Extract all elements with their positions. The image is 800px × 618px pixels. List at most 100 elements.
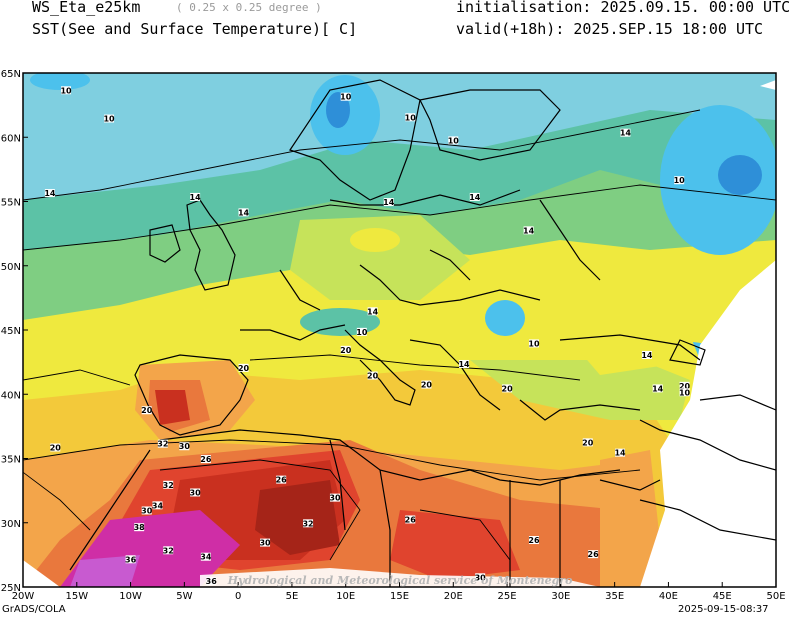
coastlines (69, 79, 776, 587)
contour-label: 14 (523, 226, 535, 235)
resolution-note: ( 0.25 x 0.25 degree ) (176, 1, 322, 14)
contour-label: 20 (502, 384, 514, 393)
contour-label-bg (152, 501, 163, 510)
contour-label-bg (200, 455, 211, 464)
contour-label-bg (163, 546, 174, 555)
model-name: WS_Eta_e25km (32, 0, 141, 16)
lon-tick-label: 30E (551, 591, 570, 602)
contour-label: 20 (340, 346, 352, 355)
contour-label-bg (134, 523, 145, 532)
contour-label: 10 (356, 328, 368, 337)
lon-tick-label: 35E (605, 591, 624, 602)
contour-label-bg (157, 439, 168, 448)
contour-label-bg (141, 506, 152, 515)
contour-label-bg (475, 573, 486, 582)
latitude-axis: 25N 30N 35N 40N 45N 50N 55N 60N 65N (1, 69, 28, 594)
lat-tick-label: 50N (1, 262, 21, 273)
contour-label-bg (523, 226, 534, 235)
contour-label: 36 (206, 577, 218, 586)
contour-label: 32 (163, 546, 174, 555)
contour-label-bg (421, 380, 432, 389)
contour-label: 20 (50, 444, 62, 453)
lon-tick-label: 10W (119, 591, 142, 602)
lat-tick-label: 25N (1, 583, 21, 594)
contour-label-bg (125, 555, 136, 564)
contour-label: 26 (405, 515, 417, 524)
contour-label-bg (190, 192, 201, 201)
lat-tick-label: 30N (1, 519, 21, 530)
contour-label-bg (459, 359, 470, 368)
contour-label: 10 (448, 136, 460, 145)
contour-label-bg (588, 550, 599, 559)
contour-label-bg (620, 128, 631, 137)
contour-label-bg (260, 538, 271, 547)
contour-label: 26 (200, 455, 212, 464)
lon-tick-label: 20E (444, 591, 463, 602)
contour-label-bg (329, 493, 340, 502)
contour-label-bg (206, 577, 217, 586)
contour-label-bg (679, 388, 690, 397)
contour-label: 30 (179, 442, 191, 451)
lon-tick-label: 10E (336, 591, 355, 602)
contour-label-bg (340, 345, 351, 354)
contour-label-bg (163, 480, 174, 489)
contour-label-bg (405, 113, 416, 122)
lon-tick-label: 5E (286, 591, 299, 602)
contour-label-bg (340, 92, 351, 101)
contour-label: 30 (329, 494, 341, 503)
contour-label-bg (367, 371, 378, 380)
contour-label-bg (190, 488, 201, 497)
no-data-area (640, 260, 776, 587)
contour-label: 30 (475, 573, 487, 582)
contour-label-bg (679, 381, 690, 390)
contour-label: 14 (620, 129, 632, 138)
contour-label: 10 (405, 113, 417, 122)
contour-label-bg (238, 363, 249, 372)
contour-label: 14 (383, 198, 395, 207)
contour-label-bg (528, 536, 539, 545)
contour-label: 10 (528, 339, 540, 348)
contour-label: 10 (340, 93, 352, 102)
contour-label-bg (674, 176, 685, 185)
lon-tick-label: 45E (713, 591, 732, 602)
contour-label: 14 (44, 189, 56, 198)
contour-label: 20 (238, 364, 250, 373)
contour-label-bg (641, 350, 652, 359)
lat-tick-label: 65N (1, 69, 21, 80)
contour-label: 34 (200, 553, 212, 562)
contour-label: 14 (190, 193, 202, 202)
contour-label: 20 (141, 406, 153, 415)
lon-tick-label: 15W (65, 591, 88, 602)
contour-label-bg (141, 406, 152, 415)
contour-label-bg (383, 198, 394, 207)
init-time: initialisation: 2025.09.15. 00:00 UTC (456, 0, 791, 16)
contour-label: 10 (60, 86, 72, 95)
contour-label-bg (528, 339, 539, 348)
lat-tick-label: 60N (1, 133, 21, 144)
contour-label-bg (356, 327, 367, 336)
contour-label-bg (405, 515, 416, 524)
contour-label: 20 (679, 382, 691, 391)
contour-label-bg (50, 443, 61, 452)
contour-label: 26 (528, 536, 540, 545)
contour-label: 30 (141, 506, 153, 515)
contour-label-bg (367, 307, 378, 316)
contour-label-bg (238, 208, 249, 217)
contour-label: 14 (641, 351, 653, 360)
contour-label: 10 (679, 388, 691, 397)
lon-tick-label: 5W (176, 591, 192, 602)
contour-label-bg (276, 475, 287, 484)
contour-label: 36 (125, 555, 137, 564)
contour-label-bg (615, 448, 626, 457)
contour-label: 34 (152, 501, 164, 510)
valid-time: valid(+18h): 2025.SEP.15 18:00 UTC (456, 20, 764, 38)
contour-label: 10 (674, 176, 686, 185)
contour-label: 26 (276, 476, 288, 485)
lon-tick-label: 15E (390, 591, 409, 602)
contour-label-bg (200, 552, 211, 561)
contour-label: 32 (302, 519, 313, 528)
contour-label-bg (61, 86, 72, 95)
contour-label: 32 (157, 440, 168, 449)
contour-label-bg (582, 438, 593, 447)
